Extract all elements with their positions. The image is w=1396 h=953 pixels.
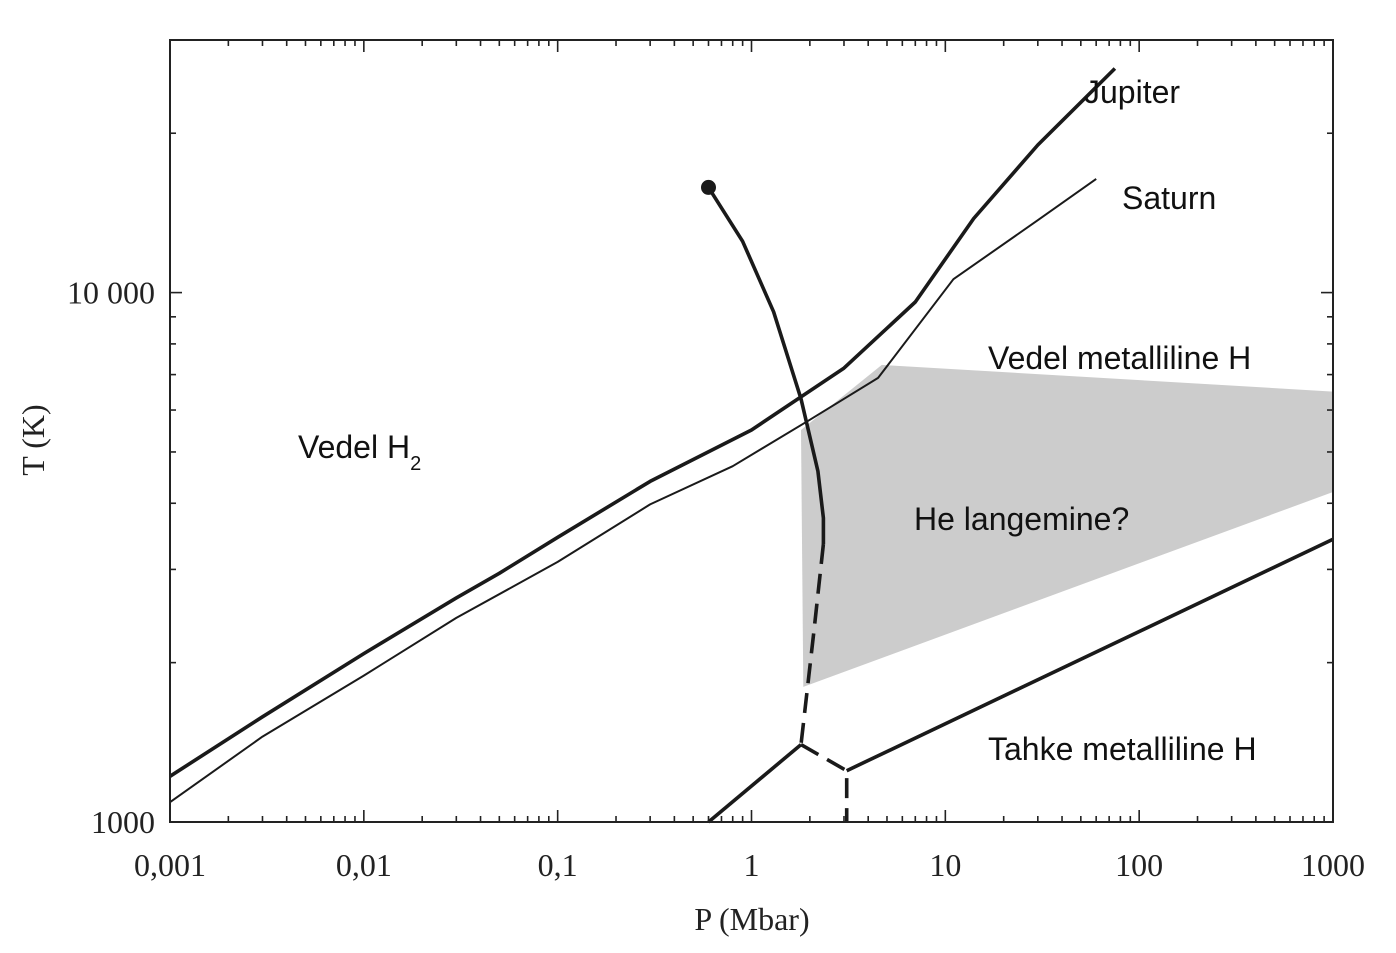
series-line-0 xyxy=(169,67,1117,778)
helium-rain-label: He langemine? xyxy=(914,501,1129,537)
markers xyxy=(700,179,716,195)
liquid-h2-label-main: Vedel H xyxy=(298,429,410,465)
shaded-regions xyxy=(801,364,1333,687)
series-line-5 xyxy=(800,743,849,822)
liquid-h2-label-subscript: 2 xyxy=(410,453,421,475)
x-tick-label-3: 1 xyxy=(744,847,760,883)
x-axis-label: P (Mbar) xyxy=(694,901,809,937)
series-line-6 xyxy=(845,537,1334,773)
jupiter-label: Jupiter xyxy=(1084,74,1180,110)
liquid-metallic-h-label: Vedel metalliline H xyxy=(988,340,1251,376)
series-lines xyxy=(169,67,1334,824)
series-line-3 xyxy=(799,543,826,745)
y-axis-label: T (K) xyxy=(15,404,51,475)
y-tick-label-1: 10 000 xyxy=(67,275,155,311)
series-line-2 xyxy=(706,186,826,544)
series-line-1 xyxy=(169,178,1097,804)
solid-metallic-h-label: Tahke metalliline H xyxy=(988,731,1257,767)
x-tick-label-5: 100 xyxy=(1115,847,1163,883)
marker-point-0 xyxy=(700,179,716,195)
series-line-4 xyxy=(707,743,803,824)
shaded-region-0 xyxy=(801,364,1333,687)
x-tick-label-2: 0,1 xyxy=(538,847,578,883)
x-tick-label-6: 1000 xyxy=(1301,847,1365,883)
saturn-label: Saturn xyxy=(1122,180,1216,216)
x-tick-label-4: 10 xyxy=(929,847,961,883)
liquid-h2-label: Vedel H2 xyxy=(298,429,421,475)
axis-tick-labels: 0,001 0,01 0,1 1 10 100 1000 1000 10 000 xyxy=(67,275,1365,883)
x-tick-label-0: 0,001 xyxy=(134,847,206,883)
axis-ticks xyxy=(169,39,1334,823)
y-tick-label-0: 1000 xyxy=(91,804,155,840)
x-tick-label-1: 0,01 xyxy=(336,847,392,883)
